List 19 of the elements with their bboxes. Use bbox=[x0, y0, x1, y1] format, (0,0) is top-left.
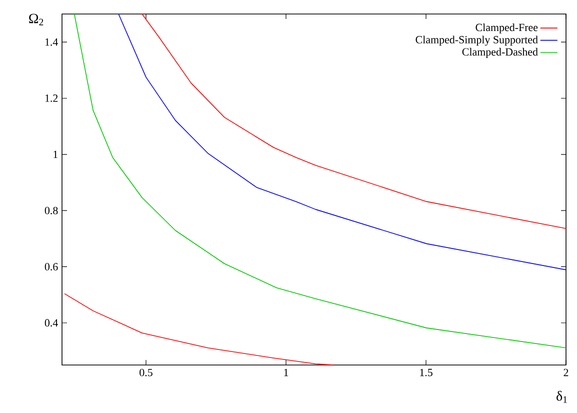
y-tick-label: 1.2 bbox=[45, 94, 58, 102]
x-tick-label: 2 bbox=[564, 368, 568, 376]
line-series bbox=[64, 293, 334, 365]
x-tick-label: 1.5 bbox=[420, 368, 432, 376]
line-series bbox=[74, 14, 566, 348]
line-series bbox=[118, 14, 566, 270]
x-tick-label: 1 bbox=[284, 368, 288, 376]
y-tick-label: 0.4 bbox=[44, 319, 58, 327]
x-axis-title: δ$_{1}$ bbox=[556, 390, 567, 403]
line-series bbox=[142, 14, 566, 229]
y-tick-label: 0.8 bbox=[44, 206, 58, 214]
y-tick-label: 1.4 bbox=[45, 38, 58, 46]
legend-label: Clamped-Simply Supported bbox=[416, 36, 538, 46]
y-axis-title: Ω$_{2}$ bbox=[29, 14, 44, 26]
y-tick-label: 0.6 bbox=[44, 263, 58, 270]
legend-label: Clamped-Free bbox=[476, 23, 538, 34]
x-tick-label: 0.5 bbox=[140, 368, 152, 376]
y-tick-label: 1 bbox=[54, 150, 58, 158]
legend-label: Clamped-Dashed bbox=[462, 48, 538, 58]
